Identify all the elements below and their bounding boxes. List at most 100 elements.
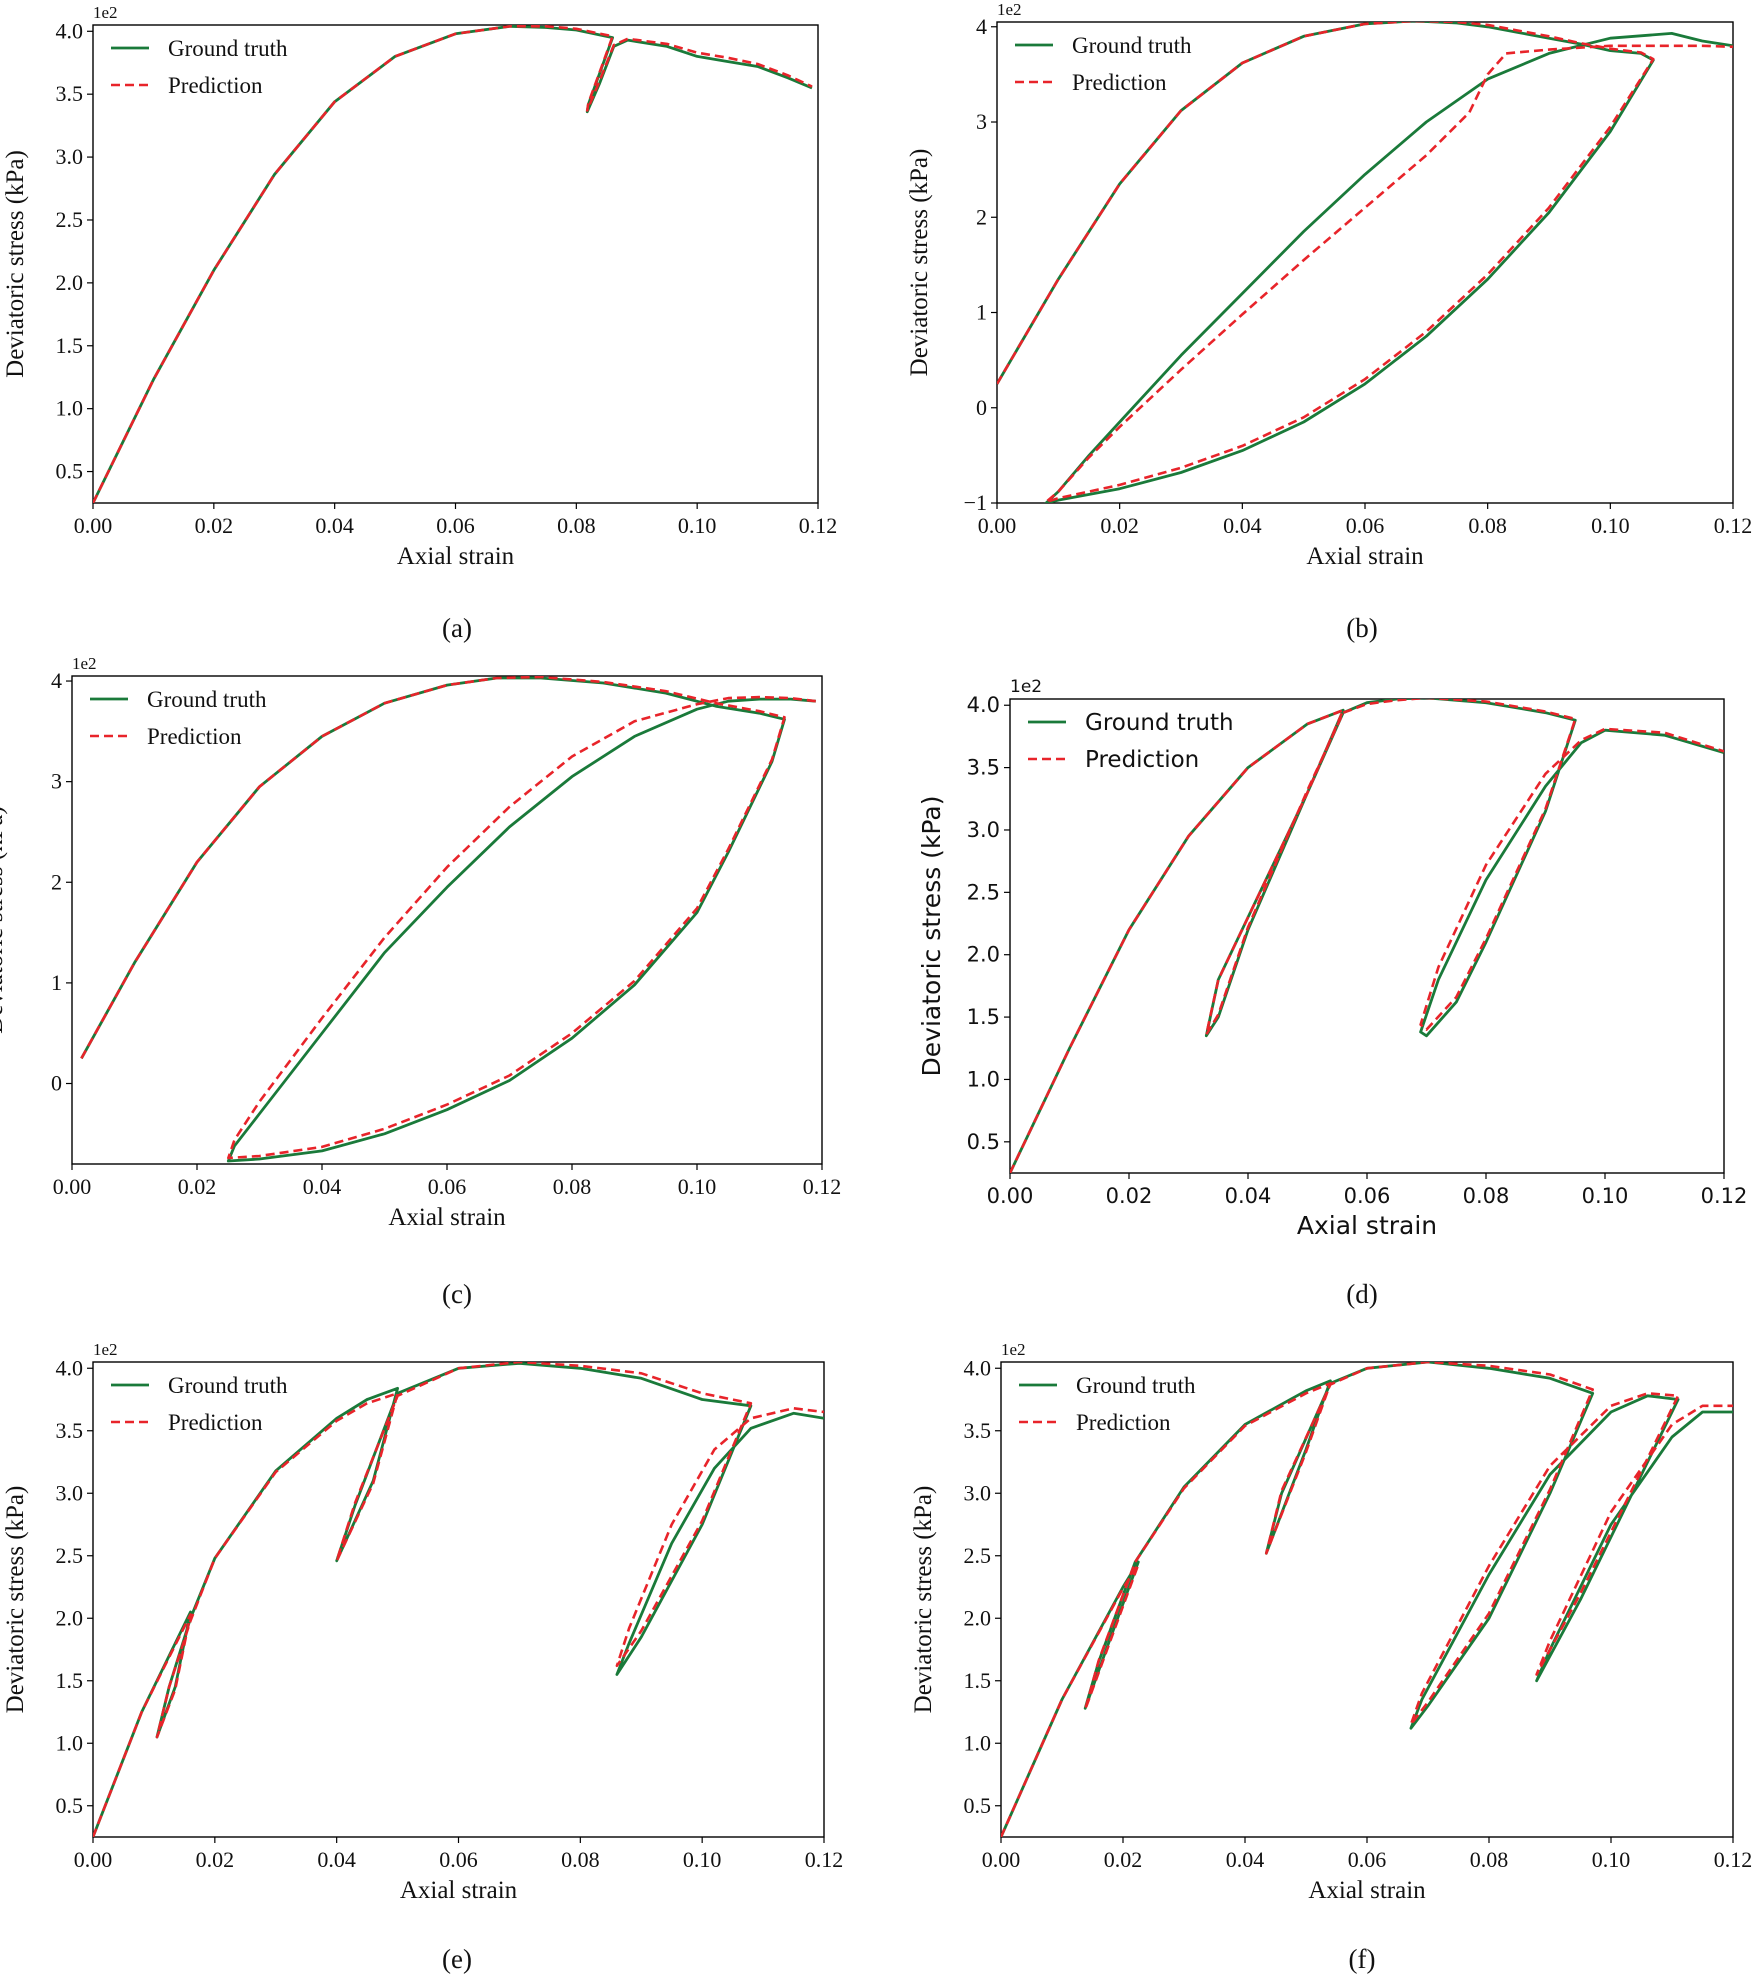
y-tick-label-a: 4.0: [56, 18, 84, 43]
plot-area-a: 0.00 0.02 0.04 0.06 0.08 0.10 0.12 0.5 1.0 1.5 2.0…: [2, 3, 837, 570]
y-tick-label-d: 0.5: [967, 1130, 1000, 1154]
plot-area-f: 0.00 0.02 0.04 0.06 0.08 0.10 0.12 0.5 1.0 1.5 2.0…: [910, 1340, 1752, 1904]
y-offset-label-c: 1e2: [72, 654, 97, 673]
y-tick-label-b: 4: [976, 14, 987, 39]
y-offset-label-a: 1e2: [93, 3, 118, 22]
y-tick-label-e: 3.5: [56, 1418, 84, 1443]
y-tick-label-a: 2.0: [56, 270, 84, 295]
legend-truth-label-f: Ground truth: [1076, 1373, 1196, 1398]
series-group-b: [997, 22, 1733, 503]
y-axis-title-c: Deviatoric stress (kPa): [0, 806, 8, 1034]
y-axis-title-d: Deviatoric stress (kPa): [917, 796, 946, 1077]
legend-truth-label-c: Ground truth: [147, 687, 267, 712]
x-tick-label-b: 0.06: [1346, 513, 1385, 538]
legend-prediction-label-d: Prediction: [1085, 747, 1199, 773]
x-tick-label-c: 0.04: [303, 1174, 342, 1199]
legend-truth-label-a: Ground truth: [168, 36, 288, 61]
x-tick-label-a: 0.00: [74, 513, 113, 538]
x-tick-label-b: 0.02: [1100, 513, 1139, 538]
x-tick-label-d: 0.10: [1582, 1184, 1629, 1208]
x-tick-label-e: 0.10: [683, 1847, 722, 1872]
y-tick-label-c: 2: [51, 869, 62, 894]
y-tick-label-a: 3.5: [56, 81, 84, 106]
y-tick-label-e: 0.5: [56, 1793, 84, 1818]
x-tick-label-a: 0.04: [315, 513, 354, 538]
caption-f: (f): [1349, 1944, 1376, 1974]
y-tick-label-e: 1.5: [56, 1668, 84, 1693]
x-tick-label-a: 0.12: [799, 513, 838, 538]
prediction-line-f: [1001, 1362, 1733, 1837]
x-tick-label-d: 0.00: [987, 1184, 1034, 1208]
caption-d: (d): [1346, 1279, 1377, 1309]
x-axis-title-d: Axial strain: [1297, 1211, 1437, 1240]
x-tick-label-c: 0.12: [803, 1174, 842, 1199]
legend-truth-label-e: Ground truth: [168, 1373, 288, 1398]
x-axis-title-b: Axial strain: [1306, 543, 1424, 570]
panel-b: 0.00 0.02 0.04 0.06 0.08 0.10 0.12 −1 0 1 2 3 4 1e2 Ax…: [906, 0, 1752, 643]
legend-truth-label-b: Ground truth: [1072, 33, 1192, 58]
y-tick-label-d: 1.0: [967, 1067, 1000, 1091]
y-tick-label-d: 1.5: [967, 1005, 1000, 1029]
y-tick-label-c: 3: [51, 769, 62, 794]
x-tick-label-a: 0.08: [557, 513, 596, 538]
panel-e: 0.00 0.02 0.04 0.06 0.08 0.10 0.12 0.5 1.0 1.5 2.0…: [2, 1340, 843, 1974]
panel-f: 0.00 0.02 0.04 0.06 0.08 0.10 0.12 0.5 1.0 1.5 2.0…: [910, 1340, 1752, 1974]
x-tick-label-e: 0.00: [74, 1847, 113, 1872]
x-tick-label-a: 0.06: [436, 513, 475, 538]
ground-truth-line-b: [997, 22, 1733, 503]
x-tick-label-f: 0.04: [1226, 1847, 1265, 1872]
y-tick-label-e: 3.0: [56, 1480, 84, 1505]
y-tick-label-f: 2.0: [964, 1605, 992, 1630]
x-tick-label-f: 0.00: [982, 1847, 1021, 1872]
caption-e: (e): [442, 1944, 472, 1974]
caption-a: (a): [442, 613, 472, 643]
x-tick-label-e: 0.04: [317, 1847, 356, 1872]
y-offset-label-b: 1e2: [997, 0, 1022, 19]
prediction-line-b: [997, 22, 1733, 503]
caption-b: (b): [1346, 613, 1377, 643]
y-tick-label-e: 2.5: [56, 1543, 84, 1568]
x-tick-label-c: 0.02: [178, 1174, 217, 1199]
x-axis-title-a: Axial strain: [397, 543, 515, 570]
panel-c: 0.00 0.02 0.04 0.06 0.08 0.10 0.12 0 1 2 3 4 1e2 Axia…: [0, 654, 841, 1309]
x-tick-label-c: 0.00: [53, 1174, 92, 1199]
y-tick-label-b: 0: [976, 395, 987, 420]
x-axis-title-f: Axial strain: [1308, 1877, 1426, 1904]
plot-area-c: 0.00 0.02 0.04 0.06 0.08 0.10 0.12 0 1 2 3 4 1e2 Axia…: [0, 654, 841, 1231]
x-tick-label-f: 0.06: [1348, 1847, 1387, 1872]
x-tick-label-f: 0.12: [1714, 1847, 1753, 1872]
panel-a: 0.00 0.02 0.04 0.06 0.08 0.10 0.12 0.5 1.0 1.5 2.0…: [2, 3, 837, 643]
y-tick-label-c: 0: [51, 1071, 62, 1096]
x-tick-label-d: 0.02: [1106, 1184, 1153, 1208]
x-tick-label-d: 0.04: [1225, 1184, 1272, 1208]
y-tick-label-a: 1.0: [56, 396, 84, 421]
y-tick-label-d: 3.5: [967, 756, 1000, 780]
x-tick-label-c: 0.08: [553, 1174, 592, 1199]
caption-c: (c): [442, 1279, 472, 1309]
x-tick-label-d: 0.08: [1463, 1184, 1510, 1208]
x-tick-label-b: 0.00: [978, 513, 1017, 538]
y-tick-label-d: 3.0: [967, 818, 1000, 842]
series-group-f: [1001, 1362, 1733, 1837]
x-tick-label-f: 0.08: [1470, 1847, 1509, 1872]
series-group-c: [80, 676, 816, 1163]
legend-prediction-label-e: Prediction: [168, 1410, 263, 1435]
ground-truth-line-d: [1010, 699, 1724, 1173]
x-tick-label-f: 0.02: [1104, 1847, 1143, 1872]
x-axis-title-c: Axial strain: [388, 1204, 506, 1231]
y-tick-label-d: 2.0: [967, 943, 1000, 967]
y-tick-label-f: 0.5: [964, 1793, 992, 1818]
ground-truth-line-c: [80, 676, 816, 1163]
legend-prediction-label-b: Prediction: [1072, 70, 1167, 95]
prediction-line-a: [93, 25, 813, 503]
y-tick-label-c: 1: [51, 970, 62, 995]
y-tick-label-c: 4: [51, 668, 62, 693]
x-tick-label-b: 0.04: [1223, 513, 1262, 538]
plot-area-d: 0.00 0.02 0.04 0.06 0.08 0.10 0.12 0.5 1.0 1.5 2.0…: [917, 677, 1747, 1240]
legend-prediction-label-a: Prediction: [168, 73, 263, 98]
y-axis-title-a: Deviatoric stress (kPa): [2, 150, 29, 378]
y-tick-label-a: 0.5: [56, 459, 84, 484]
y-tick-label-f: 3.0: [964, 1480, 992, 1505]
y-tick-label-f: 3.5: [964, 1418, 992, 1443]
